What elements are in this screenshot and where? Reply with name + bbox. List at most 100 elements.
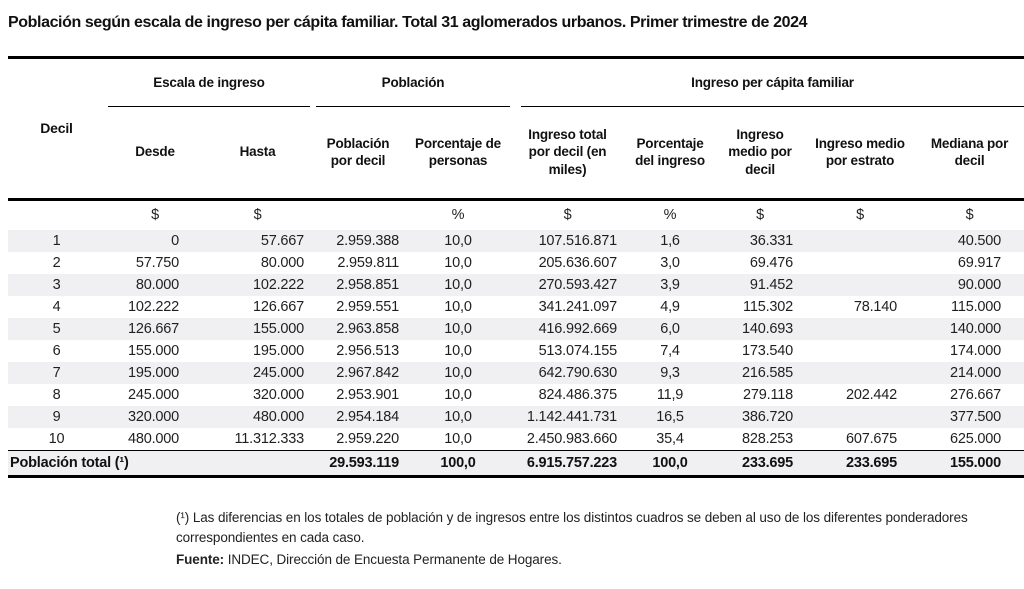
cell-ingreso-total-por-decil: 2.450.983.660 — [526, 430, 617, 447]
table-row: 5 126.667 155.000 2.963.858 10,0 416.992.669 6… — [8, 318, 1024, 340]
cell-porcentaje-de-personas: 10,0 — [444, 233, 472, 249]
column-header-porcentaje-del-ingreso: Porcentaje del ingreso — [625, 107, 715, 201]
cell-porcentaje-del-ingreso: 11,9 — [656, 387, 684, 403]
table-header: Decil Escala de ingreso Población Ingres… — [8, 57, 1024, 201]
table-row: 8 245.000 320.000 2.953.901 10,0 824.486.375 1… — [8, 384, 1024, 406]
footnote-source-text: INDEC, Dirección de Encuesta Permanente … — [227, 551, 562, 567]
column-header-ingreso-medio-por-estrato: Ingreso medio por estrato — [805, 107, 915, 201]
footnote: (¹) Las diferencias en los totales de po… — [176, 508, 1010, 570]
cell-porcentaje-de-personas: 10,0 — [444, 409, 472, 425]
cell-decil: 3 — [52, 277, 61, 293]
cell-ingreso-medio-por-estrato — [805, 406, 915, 428]
cell-decil: 5 — [52, 321, 61, 337]
total-ingreso-total-por-decil: 6.915.757.223 — [510, 449, 625, 478]
table-row: 1 0 57.667 2.959.388 10,0 107.516.871 1,6 36.33… — [8, 230, 1024, 252]
table-footer: Población total (¹) 29.593.119 100,0 6.9… — [8, 449, 1024, 478]
cell-ingreso-medio-por-estrato — [805, 252, 915, 274]
column-header-desde: Desde — [105, 107, 205, 201]
cell-desde: 195.000 — [127, 365, 179, 381]
cell-desde: 0 — [171, 233, 179, 249]
cell-ingreso-total-por-decil: 341.241.097 — [538, 299, 618, 315]
cell-ingreso-medio-por-decil: 386.720 — [741, 409, 793, 425]
cell-hasta: 195.000 — [252, 343, 304, 359]
unit-cell — [8, 199, 105, 230]
footnote-source-label: Fuente: — [176, 551, 225, 567]
table-body: $ $ % $ % $ $ $ 1 0 57.667 2.959.388 10,0 107… — [8, 199, 1024, 450]
cell-ingreso-medio-por-decil: 91.452 — [749, 277, 793, 293]
cell-porcentaje-del-ingreso: 6,0 — [660, 321, 680, 337]
cell-poblacion-por-decil: 2.959.388 — [336, 233, 399, 249]
cell-ingreso-medio-por-estrato — [805, 274, 915, 296]
cell-decil: 1 — [52, 233, 61, 249]
cell-hasta: 126.667 — [252, 299, 304, 315]
total-poblacion-por-decil: 29.593.119 — [310, 449, 406, 478]
cell-poblacion-por-decil: 2.959.811 — [337, 255, 399, 271]
cell-hasta: 245.000 — [252, 365, 304, 381]
cell-ingreso-total-por-decil: 205.636.607 — [538, 255, 618, 271]
units-row: $ $ % $ % $ $ $ — [8, 199, 1024, 230]
cell-ingreso-total-por-decil: 824.486.375 — [538, 387, 618, 403]
cell-mediana-por-decil: 140.000 — [949, 321, 1001, 337]
column-header-hasta: Hasta — [205, 107, 310, 201]
cell-ingreso-medio-por-estrato — [805, 230, 915, 252]
cell-porcentaje-de-personas: 10,0 — [444, 430, 472, 447]
cell-decil: 9 — [52, 409, 61, 425]
unit-cell: $ — [563, 207, 572, 224]
cell-desde: 155.000 — [127, 343, 179, 359]
cell-desde: 245.000 — [127, 387, 179, 403]
cell-desde: 126.667 — [127, 321, 179, 337]
unit-cell: $ — [756, 207, 764, 224]
cell-porcentaje-de-personas: 10,0 — [444, 277, 472, 293]
unit-cell: % — [663, 207, 677, 224]
cell-poblacion-por-decil: 2.958.851 — [336, 277, 399, 293]
cell-decil: 6 — [52, 343, 61, 359]
cell-ingreso-medio-por-estrato — [805, 362, 915, 384]
column-header-poblacion-por-decil: Población por decil — [310, 107, 406, 201]
cell-porcentaje-del-ingreso: 4,9 — [660, 299, 680, 315]
cell-hasta: 80.000 — [260, 255, 304, 271]
cell-mediana-por-decil: 69.917 — [957, 255, 1001, 271]
cell-hasta: 155.000 — [252, 321, 304, 337]
cell-mediana-por-decil: 90.000 — [957, 277, 1001, 293]
cell-ingreso-medio-por-decil: 216.585 — [741, 365, 793, 381]
cell-porcentaje-del-ingreso: 7,4 — [660, 343, 680, 359]
page-title: Población según escala de ingreso per cá… — [8, 14, 808, 31]
group-header-escala-de-ingreso: Escala de ingreso — [105, 58, 310, 107]
group-label: Ingreso per cápita familiar — [691, 75, 854, 90]
cell-mediana-por-decil: 625.000 — [949, 430, 1001, 447]
group-header-poblacion: Población — [310, 58, 510, 107]
cell-poblacion-por-decil: 2.959.220 — [336, 430, 399, 447]
table-row: 9 320.000 480.000 2.954.184 10,0 1.142.441.73… — [8, 406, 1024, 428]
column-header-decil: Decil — [8, 57, 105, 201]
cell-ingreso-total-por-decil: 642.790.630 — [538, 365, 618, 381]
total-porcentaje-del-ingreso: 100,0 — [625, 449, 715, 478]
table-row: 3 80.000 102.222 2.958.851 10,0 270.593.427 3,… — [8, 274, 1024, 296]
footnote-source: Fuente: INDEC, Dirección de Encuesta Per… — [176, 550, 1010, 570]
report-page: Población según escala de ingreso per cá… — [0, 13, 1024, 570]
cell-porcentaje-del-ingreso: 16,5 — [656, 409, 684, 425]
cell-desde: 320.000 — [127, 409, 179, 425]
column-header-ingreso-medio-por-decil: Ingreso medio por decil — [715, 107, 805, 201]
cell-poblacion-por-decil: 2.963.858 — [336, 321, 399, 337]
cell-poblacion-por-decil: 2.959.551 — [336, 299, 399, 315]
table-row: 6 155.000 195.000 2.956.513 10,0 513.074.155 7… — [8, 340, 1024, 362]
group-header-ingreso-per-capita: Ingreso per cápita familiar — [510, 58, 1024, 107]
cell-porcentaje-de-personas: 10,0 — [444, 387, 472, 403]
cell-ingreso-medio-por-decil: 828.253 — [741, 430, 793, 447]
table-row: 4 102.222 126.667 2.959.551 10,0 341.241.097 4… — [8, 296, 1024, 318]
total-ingreso-medio-por-estrato: 233.695 — [805, 449, 915, 478]
cell-desde: 80.000 — [135, 277, 179, 293]
cell-porcentaje-del-ingreso: 35,4 — [656, 430, 684, 447]
cell-poblacion-por-decil: 2.953.901 — [336, 387, 399, 403]
cell-ingreso-medio-por-estrato — [805, 318, 915, 340]
cell-ingreso-medio-por-estrato: 607.675 — [845, 430, 897, 447]
unit-cell: $ — [253, 207, 262, 224]
cell-poblacion-por-decil: 2.956.513 — [336, 343, 399, 359]
cell-desde: 57.750 — [135, 255, 179, 271]
cell-ingreso-medio-por-decil: 140.693 — [741, 321, 793, 337]
cell-mediana-por-decil: 115.000 — [951, 299, 1001, 315]
cell-mediana-por-decil: 377.500 — [949, 409, 1001, 425]
cell-poblacion-por-decil: 2.954.184 — [336, 409, 399, 425]
cell-mediana-por-decil: 214.000 — [949, 365, 1001, 381]
cell-decil: 8 — [52, 387, 61, 403]
